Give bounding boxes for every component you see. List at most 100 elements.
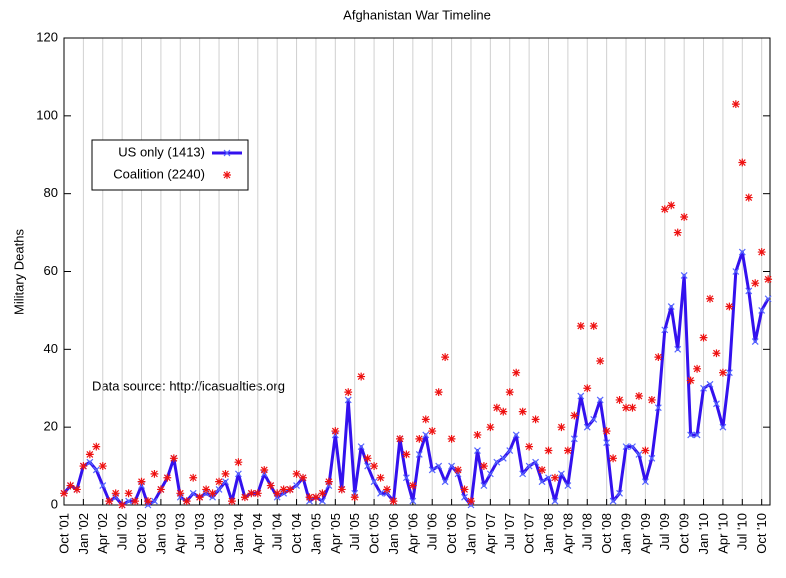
data-point bbox=[151, 497, 158, 505]
data-point bbox=[583, 423, 591, 431]
data-point bbox=[545, 474, 552, 482]
y-tick-label: 120 bbox=[36, 29, 58, 44]
legend-marker bbox=[223, 149, 231, 157]
data-point bbox=[279, 485, 288, 494]
data-point bbox=[337, 485, 346, 494]
legend-label: Coalition (2240) bbox=[113, 166, 205, 181]
data-point bbox=[312, 493, 320, 502]
data-point bbox=[570, 411, 579, 420]
x-tick-label: Jan '09 bbox=[618, 513, 633, 555]
data-point bbox=[641, 478, 649, 486]
data-point bbox=[273, 489, 282, 498]
x-tick-label: Jan '05 bbox=[308, 513, 323, 555]
x-tick-label: Apr '06 bbox=[405, 513, 420, 554]
plot-frame bbox=[63, 37, 771, 506]
data-point bbox=[706, 380, 714, 388]
x-tick-label: Oct '05 bbox=[367, 513, 382, 554]
data-point bbox=[441, 353, 450, 362]
x-tick-label: Jan '10 bbox=[696, 513, 711, 555]
x-tick-label: Apr '08 bbox=[560, 513, 575, 554]
data-point bbox=[525, 462, 533, 470]
data-point bbox=[415, 434, 424, 443]
data-point bbox=[563, 446, 572, 455]
data-point bbox=[402, 474, 410, 482]
x-tick-label: Apr '07 bbox=[483, 513, 498, 554]
data-point bbox=[738, 248, 746, 256]
data-point bbox=[98, 462, 107, 470]
data-point bbox=[318, 497, 326, 505]
data-point bbox=[551, 473, 559, 482]
data-point bbox=[660, 205, 669, 214]
data-point bbox=[538, 466, 546, 474]
data-point bbox=[331, 427, 340, 435]
y-axis-label: Military Deaths bbox=[11, 229, 26, 315]
data-point bbox=[253, 489, 262, 498]
data-point bbox=[73, 485, 81, 494]
data-point bbox=[86, 458, 94, 466]
data-point bbox=[602, 427, 611, 435]
data-point bbox=[493, 458, 501, 466]
data-point bbox=[79, 462, 88, 470]
data-point bbox=[421, 415, 430, 424]
data-point bbox=[189, 489, 197, 497]
data-point bbox=[408, 481, 417, 490]
data-point bbox=[647, 396, 656, 404]
data-point bbox=[234, 470, 242, 478]
legend-marker bbox=[223, 171, 231, 179]
data-point bbox=[745, 287, 753, 295]
data-point bbox=[176, 489, 185, 498]
x-tick-label: Oct '08 bbox=[599, 513, 614, 554]
data-point bbox=[344, 388, 353, 397]
x-tick-label: Jan '03 bbox=[153, 513, 168, 555]
data-point bbox=[731, 100, 740, 109]
x-tick-label: Oct '09 bbox=[677, 513, 692, 554]
data-point bbox=[551, 497, 559, 505]
data-point bbox=[344, 396, 352, 404]
data-point bbox=[667, 303, 675, 310]
legend-box bbox=[91, 139, 249, 191]
data-point bbox=[512, 368, 521, 377]
x-tick-label: Apr '10 bbox=[715, 513, 730, 554]
data-point bbox=[744, 193, 753, 202]
data-point bbox=[725, 369, 733, 377]
data-point bbox=[557, 470, 565, 478]
x-tick-label: Oct '04 bbox=[289, 513, 304, 554]
data-point bbox=[713, 400, 720, 408]
x-tick-label: Oct '03 bbox=[211, 513, 226, 554]
data-point bbox=[299, 473, 307, 482]
data-point bbox=[402, 450, 411, 459]
data-point bbox=[751, 338, 759, 345]
y-tick-label: 40 bbox=[44, 341, 58, 356]
data-point bbox=[564, 482, 572, 489]
data-point bbox=[596, 357, 605, 365]
data-point bbox=[531, 415, 540, 424]
data-point bbox=[583, 384, 592, 393]
data-point bbox=[182, 497, 191, 506]
data-point bbox=[137, 477, 146, 486]
data-point bbox=[260, 466, 269, 474]
data-point bbox=[518, 407, 527, 416]
x-tick-label: Oct '02 bbox=[134, 513, 149, 554]
data-point bbox=[428, 466, 436, 474]
y-tick-label: 80 bbox=[44, 185, 58, 200]
x-tick-label: Apr '05 bbox=[328, 513, 343, 554]
data-point bbox=[570, 435, 578, 443]
data-point bbox=[434, 388, 443, 397]
y-tick-label: 100 bbox=[36, 107, 58, 122]
data-point bbox=[247, 489, 256, 498]
data-point bbox=[383, 485, 391, 494]
data-point bbox=[667, 201, 676, 210]
data-point bbox=[751, 279, 760, 288]
data-point bbox=[189, 473, 198, 482]
chart-title: Afghanistan War Timeline bbox=[343, 7, 491, 22]
data-point bbox=[150, 469, 159, 478]
data-point bbox=[131, 497, 139, 506]
data-point bbox=[544, 446, 553, 455]
legend-label: US only (1413) bbox=[118, 144, 205, 159]
data-point bbox=[99, 482, 107, 489]
data-point bbox=[221, 469, 230, 478]
data-point bbox=[687, 431, 695, 439]
data-point bbox=[615, 396, 624, 404]
x-tick-label: Oct '10 bbox=[754, 513, 769, 554]
